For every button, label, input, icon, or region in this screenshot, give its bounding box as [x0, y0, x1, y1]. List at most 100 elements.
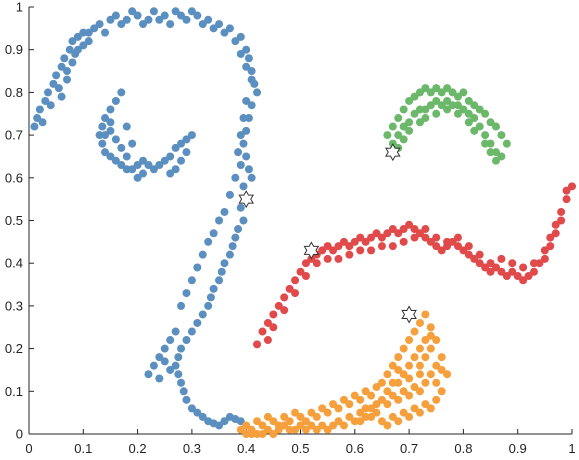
data-point [405, 374, 414, 383]
y-tick-label: 0.8 [5, 85, 23, 100]
data-point [557, 216, 566, 225]
data-point [432, 96, 441, 105]
centroid-markers [238, 143, 417, 324]
data-point [323, 242, 332, 251]
data-point [372, 400, 381, 409]
data-point [236, 131, 245, 140]
data-point [448, 88, 457, 97]
data-point [415, 370, 424, 379]
data-point [177, 139, 186, 148]
data-point [177, 344, 186, 353]
data-point [329, 246, 338, 255]
data-point [139, 156, 148, 165]
data-point [177, 11, 186, 20]
data-point [111, 156, 120, 165]
data-point [437, 246, 446, 255]
data-point [253, 340, 262, 349]
data-point [280, 421, 289, 430]
data-point [269, 323, 278, 332]
data-point [519, 276, 528, 285]
data-point [546, 233, 555, 242]
data-point [329, 421, 338, 430]
data-point [46, 101, 55, 110]
data-point [231, 233, 240, 242]
data-point [182, 135, 191, 144]
y-tick-label: 0.1 [5, 384, 23, 399]
data-point [177, 156, 186, 165]
data-point [551, 229, 560, 238]
data-point [529, 259, 538, 268]
data-point [149, 7, 158, 16]
data-point [383, 370, 392, 379]
data-point [486, 118, 495, 127]
data-point [540, 254, 549, 263]
data-point [410, 404, 419, 413]
data-point [345, 242, 354, 251]
data-point [155, 374, 164, 383]
data-point [415, 344, 424, 353]
data-point [377, 417, 386, 426]
y-tick-label: 1 [16, 0, 23, 15]
data-point [318, 246, 327, 255]
data-point [225, 190, 234, 199]
data-point [405, 220, 414, 229]
data-point [339, 395, 348, 404]
data-point [307, 408, 316, 417]
y-tick-label: 0.7 [5, 128, 23, 143]
data-point [426, 370, 435, 379]
data-point [174, 370, 183, 379]
data-point [334, 254, 343, 263]
data-point [432, 336, 441, 345]
data-point [323, 408, 332, 417]
data-point [63, 75, 72, 84]
data-point [470, 101, 479, 110]
data-point [60, 54, 69, 63]
data-point [529, 267, 538, 276]
data-point [486, 148, 495, 157]
data-point [95, 20, 104, 29]
data-point [377, 242, 386, 251]
data-point [155, 353, 164, 362]
data-point [101, 131, 110, 140]
data-point [33, 114, 42, 123]
data-point [52, 71, 61, 80]
data-point [182, 395, 191, 404]
series-0 [30, 7, 262, 430]
data-point [323, 425, 332, 434]
data-point [228, 242, 237, 251]
data-point [122, 15, 131, 24]
data-point [415, 118, 424, 127]
data-point [111, 96, 120, 105]
data-point [258, 421, 267, 430]
data-point [220, 417, 229, 426]
data-point [160, 344, 169, 353]
data-point [73, 45, 82, 54]
data-point [350, 391, 359, 400]
data-point [399, 370, 408, 379]
data-point [334, 404, 343, 413]
data-point [394, 395, 403, 404]
x-tick-label: 0.4 [237, 441, 255, 456]
data-point [508, 259, 517, 268]
data-point [239, 182, 248, 191]
data-point [356, 233, 365, 242]
data-point [562, 195, 571, 204]
data-point [356, 408, 365, 417]
data-point [187, 276, 196, 285]
data-point [405, 361, 414, 370]
data-point [415, 229, 424, 238]
data-point [263, 425, 272, 434]
data-point [437, 353, 446, 362]
x-tick-label: 0.7 [400, 441, 418, 456]
data-point [453, 92, 462, 101]
data-point [117, 143, 126, 152]
data-point [367, 404, 376, 413]
data-point [453, 233, 462, 242]
data-point [198, 412, 207, 421]
y-tick-label: 0.9 [5, 42, 23, 57]
x-tick-label: 0.3 [183, 441, 201, 456]
data-point [106, 118, 115, 127]
data-point [106, 105, 115, 114]
data-point [177, 378, 186, 387]
